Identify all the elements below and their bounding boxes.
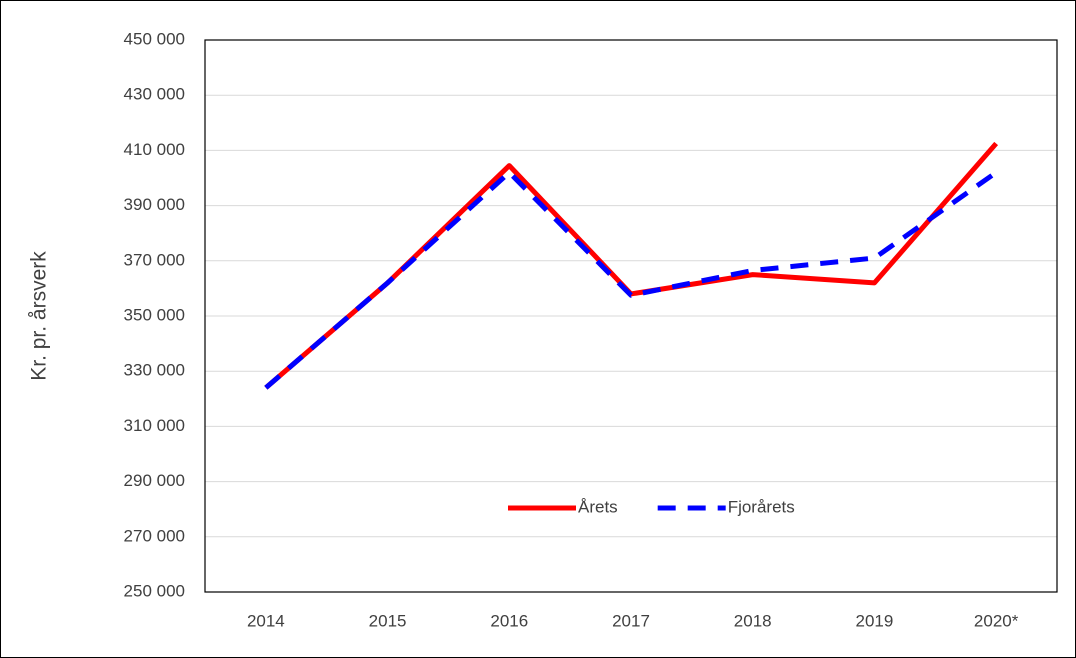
x-tick-label: 2020*	[974, 611, 1019, 630]
legend-label: Fjorårets	[728, 497, 795, 516]
plot-border	[204, 39, 1058, 593]
y-tick-label: 310 000	[124, 416, 185, 435]
legend-label: Årets	[578, 497, 618, 516]
y-tick-label: 290 000	[124, 471, 185, 490]
y-tick-label: 270 000	[124, 526, 185, 545]
y-tick-label: 450 000	[124, 29, 185, 48]
x-tick-label: 2018	[734, 611, 772, 630]
y-tick-label: 410 000	[124, 140, 185, 159]
y-tick-label: 370 000	[124, 250, 185, 269]
y-tick-label: 350 000	[124, 305, 185, 324]
x-tick-label: 2017	[612, 611, 650, 630]
x-tick-label: 2019	[856, 611, 894, 630]
x-tick-label: 2014	[247, 611, 285, 630]
y-tick-label: 430 000	[124, 85, 185, 104]
y-tick-label: 390 000	[124, 195, 185, 214]
y-axis-label: Kr. pr. årsverk	[28, 251, 51, 381]
y-tick-label: 330 000	[124, 361, 185, 380]
x-tick-label: 2016	[490, 611, 528, 630]
y-tick-label: 250 000	[124, 581, 185, 600]
series-line	[264, 169, 998, 390]
x-tick-label: 2015	[369, 611, 407, 630]
